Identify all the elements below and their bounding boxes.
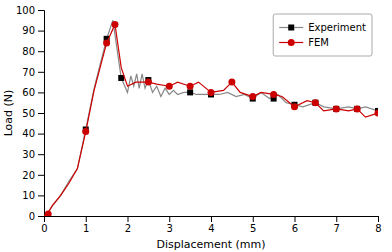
chart: 0123456780102030405060708090100Experimen… [0, 0, 392, 252]
tick-mark [211, 216, 212, 222]
marker [333, 105, 340, 112]
marker [208, 89, 215, 96]
tick-label: 0 [41, 223, 47, 234]
tick: 1 [83, 216, 89, 234]
tick-label: 70 [22, 67, 35, 78]
marker [103, 39, 110, 46]
tick-mark [336, 216, 337, 222]
marker [333, 106, 339, 112]
tick: 10 [22, 190, 44, 201]
markers [44, 36, 378, 216]
tick: 80 [22, 46, 44, 57]
marker [270, 91, 277, 98]
tick-mark [38, 134, 44, 135]
tick: 50 [22, 108, 44, 119]
plot: 0123456780102030405060708090100Experimen… [16, 5, 382, 234]
tick-mark [38, 154, 44, 155]
tick-mark [38, 31, 44, 32]
tick: 7 [334, 216, 340, 234]
marker [249, 93, 256, 100]
marker [187, 89, 193, 95]
tick: 6 [292, 216, 298, 234]
tick-label: 5 [250, 223, 256, 234]
tick-mark [38, 51, 44, 52]
tick-label: 90 [22, 25, 35, 36]
y-axis-title: Load (N) [2, 90, 15, 137]
marker [354, 105, 361, 112]
tick: 8 [375, 216, 381, 234]
tick: 60 [22, 87, 44, 98]
tick: 40 [22, 128, 44, 139]
marker [45, 210, 52, 216]
x-axis: 0 1 2 3 4 5 6 7 8 [41, 216, 381, 234]
legend-label: FEM [308, 37, 329, 48]
tick-mark [378, 216, 379, 222]
axis-line [45, 217, 379, 223]
tick-mark [128, 216, 129, 222]
tick-mark [169, 216, 170, 222]
marker [312, 100, 318, 106]
legend-label: Experiment [308, 22, 366, 33]
tick: 0 [29, 211, 44, 222]
tick-mark [253, 216, 254, 222]
marker [228, 79, 235, 86]
tick-label: 1 [83, 223, 89, 234]
tick-label: 4 [208, 223, 214, 234]
tick-label: 0 [29, 211, 35, 222]
tick: 5 [250, 216, 256, 234]
tick-label: 3 [167, 223, 173, 234]
marker [291, 103, 298, 110]
tick-label: 80 [22, 46, 35, 57]
marker [312, 99, 319, 106]
tick: 2 [125, 216, 131, 234]
tick-label: 40 [22, 128, 35, 139]
marker [354, 106, 360, 112]
legend: Experiment FEM [273, 14, 372, 56]
tick-label: 60 [22, 87, 35, 98]
axis-line [38, 11, 45, 217]
y-axis: 0 10 20 30 40 50 60 70 80 90 100 [16, 5, 45, 222]
tick-label: 30 [22, 149, 35, 160]
tick: 90 [22, 25, 44, 36]
tick-mark [38, 216, 44, 217]
marker [145, 79, 152, 86]
tick: 0 [41, 216, 47, 234]
tick-label: 8 [375, 223, 381, 234]
tick-mark [38, 72, 44, 73]
tick-mark [38, 92, 44, 93]
tick-label: 100 [16, 5, 35, 16]
marker [375, 110, 379, 117]
tick-label: 6 [292, 223, 298, 234]
tick: 3 [167, 216, 173, 234]
tick-label: 2 [125, 223, 131, 234]
tick: 4 [208, 216, 214, 234]
tick-label: 20 [22, 170, 35, 181]
tick: 70 [22, 67, 44, 78]
tick-mark [38, 195, 44, 196]
tick: 20 [22, 170, 44, 181]
x-axis-title: Displacement (mm) [156, 238, 265, 251]
legend-marker [288, 39, 295, 46]
marker [111, 21, 118, 28]
tick-mark [86, 216, 87, 222]
legend-item: Experiment [279, 22, 366, 33]
tick-mark [38, 113, 44, 114]
tick-mark [38, 175, 44, 176]
marker [166, 83, 173, 90]
tick: 30 [22, 149, 44, 160]
marker [118, 75, 124, 81]
marker [82, 128, 89, 135]
legend-frame [273, 14, 372, 56]
tick-label: 7 [334, 223, 340, 234]
tick-label: 10 [22, 190, 35, 201]
tick-label: 50 [22, 108, 35, 119]
legend-item: FEM [279, 37, 329, 48]
legend-marker [288, 25, 294, 31]
tick: 100 [16, 5, 44, 16]
marker [187, 83, 194, 90]
tick-mark [38, 10, 44, 11]
tick-mark [295, 216, 296, 222]
